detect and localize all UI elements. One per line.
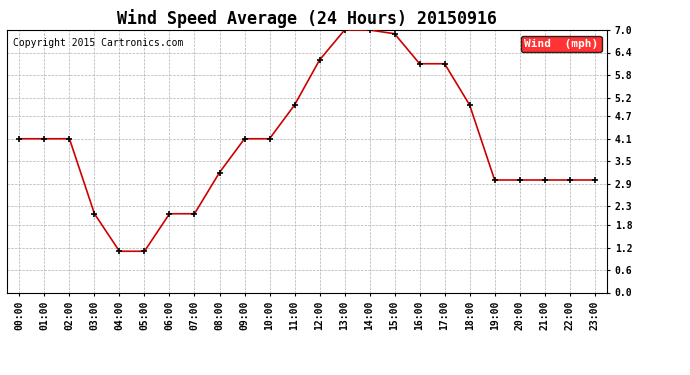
Legend: Wind  (mph): Wind (mph)	[521, 36, 602, 52]
Title: Wind Speed Average (24 Hours) 20150916: Wind Speed Average (24 Hours) 20150916	[117, 9, 497, 28]
Text: Copyright 2015 Cartronics.com: Copyright 2015 Cartronics.com	[13, 38, 184, 48]
